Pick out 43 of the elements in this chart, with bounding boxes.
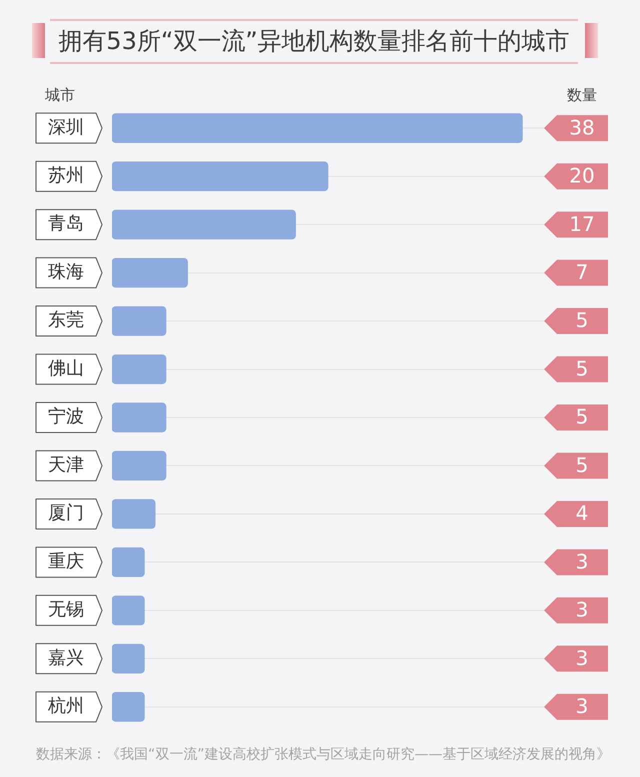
y-tick-label: 宁波 xyxy=(48,406,84,428)
y-tick-label: 苏州 xyxy=(48,165,84,186)
data-label: 3 xyxy=(576,598,588,622)
data-label: 5 xyxy=(576,308,588,332)
bar xyxy=(112,499,156,529)
data-label: 38 xyxy=(569,115,595,140)
data-label: 5 xyxy=(576,452,588,477)
data-label: 3 xyxy=(576,549,588,574)
y-tick-label: 嘉兴 xyxy=(48,647,84,668)
source-note: 数据来源：《我国“双一流”建设高校扩张模式与区域走向研究——基于区域经济发展的视角》 xyxy=(36,746,611,763)
bar xyxy=(112,692,145,722)
y-tick-label: 东莞 xyxy=(48,310,84,331)
y-tick-label: 深圳 xyxy=(48,116,84,138)
bar xyxy=(112,162,328,192)
bar xyxy=(112,113,523,143)
y-tick-label: 厦门 xyxy=(48,502,84,524)
y-tick-label: 杭州 xyxy=(47,696,84,717)
data-label: 17 xyxy=(569,212,595,236)
bar xyxy=(112,644,145,674)
bar xyxy=(112,596,145,626)
y-tick-label: 无锡 xyxy=(48,599,84,620)
bar xyxy=(112,258,188,288)
chart-title: 拥有53所“双一流”异地机构数量排名前十的城市 xyxy=(50,19,578,64)
bar xyxy=(112,547,145,578)
bar xyxy=(112,402,166,432)
y-tick-label: 天津 xyxy=(48,454,84,476)
y-tick-label: 重庆 xyxy=(48,550,84,572)
data-label: 4 xyxy=(576,501,588,526)
y-axis-title: 城市 xyxy=(44,86,75,104)
y-tick-label: 青岛 xyxy=(48,213,84,234)
data-label: 5 xyxy=(576,356,588,380)
bar xyxy=(112,450,166,481)
y-tick-label: 珠海 xyxy=(48,261,84,282)
bar xyxy=(112,354,166,384)
x-axis-title: 数量 xyxy=(567,86,597,104)
bar xyxy=(112,306,166,336)
data-label: 20 xyxy=(569,164,595,188)
data-label: 3 xyxy=(576,646,588,670)
data-label: 7 xyxy=(576,260,588,284)
data-label: 3 xyxy=(576,694,588,718)
data-label: 5 xyxy=(576,404,588,429)
y-tick-label: 佛山 xyxy=(48,358,84,379)
bar xyxy=(112,210,296,240)
